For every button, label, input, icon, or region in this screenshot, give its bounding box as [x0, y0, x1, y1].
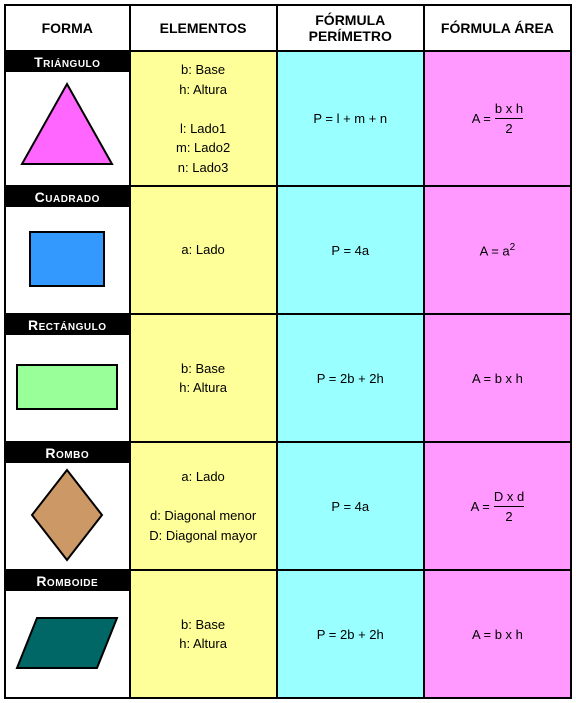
- shape-icon: [6, 335, 129, 439]
- area-cell: A = b x h2: [424, 51, 571, 186]
- header-row: FORMA ELEMENTOS FÓRMULA PERÍMETRO FÓRMUL…: [5, 5, 571, 51]
- shape-cell: Cuadrado: [5, 186, 130, 314]
- shape-label: Cuadrado: [6, 187, 129, 207]
- shapes-formula-table: FORMA ELEMENTOS FÓRMULA PERÍMETRO FÓRMUL…: [4, 4, 572, 699]
- elements-cell: a: Ladod: Diagonal menorD: Diagonal mayo…: [130, 442, 277, 570]
- table-row: Rombo a: Ladod: Diagonal menorD: Diagona…: [5, 442, 571, 570]
- perimeter-cell: P = 4a: [277, 186, 424, 314]
- shape-cell: Rombo: [5, 442, 130, 570]
- col-forma: FORMA: [5, 5, 130, 51]
- shape-icon: [6, 207, 129, 311]
- col-perimetro: FÓRMULA PERÍMETRO: [277, 5, 424, 51]
- table-row: Rectángulo b: Baseh: AlturaP = 2b + 2hA …: [5, 314, 571, 442]
- table-row: Cuadrado a: LadoP = 4aA = a2: [5, 186, 571, 314]
- elements-cell: b: Baseh: Altura: [130, 314, 277, 442]
- area-cell: A = D x d2: [424, 442, 571, 570]
- perimeter-cell: P = l + m + n: [277, 51, 424, 186]
- area-cell: A = b x h: [424, 570, 571, 698]
- shape-cell: Triángulo: [5, 51, 130, 186]
- table-row: Triángulo b: Baseh: Altural: Lado1m: Lad…: [5, 51, 571, 186]
- perimeter-cell: P = 2b + 2h: [277, 570, 424, 698]
- shape-label: Romboide: [6, 571, 129, 591]
- shape-cell: Romboide: [5, 570, 130, 698]
- shape-icon: [6, 72, 129, 176]
- area-cell: A = b x h: [424, 314, 571, 442]
- shape-icon: [6, 591, 129, 695]
- shape-label: Triángulo: [6, 52, 129, 72]
- elements-cell: b: Baseh: Altural: Lado1m: Lado2n: Lado3: [130, 51, 277, 186]
- area-cell: A = a2: [424, 186, 571, 314]
- table-row: Romboide b: Baseh: AlturaP = 2b + 2hA = …: [5, 570, 571, 698]
- col-elementos: ELEMENTOS: [130, 5, 277, 51]
- shape-icon: [6, 463, 129, 567]
- elements-cell: b: Baseh: Altura: [130, 570, 277, 698]
- shape-cell: Rectángulo: [5, 314, 130, 442]
- perimeter-cell: P = 4a: [277, 442, 424, 570]
- perimeter-cell: P = 2b + 2h: [277, 314, 424, 442]
- col-area: FÓRMULA ÁREA: [424, 5, 571, 51]
- shape-label: Rombo: [6, 443, 129, 463]
- shape-label: Rectángulo: [6, 315, 129, 335]
- elements-cell: a: Lado: [130, 186, 277, 314]
